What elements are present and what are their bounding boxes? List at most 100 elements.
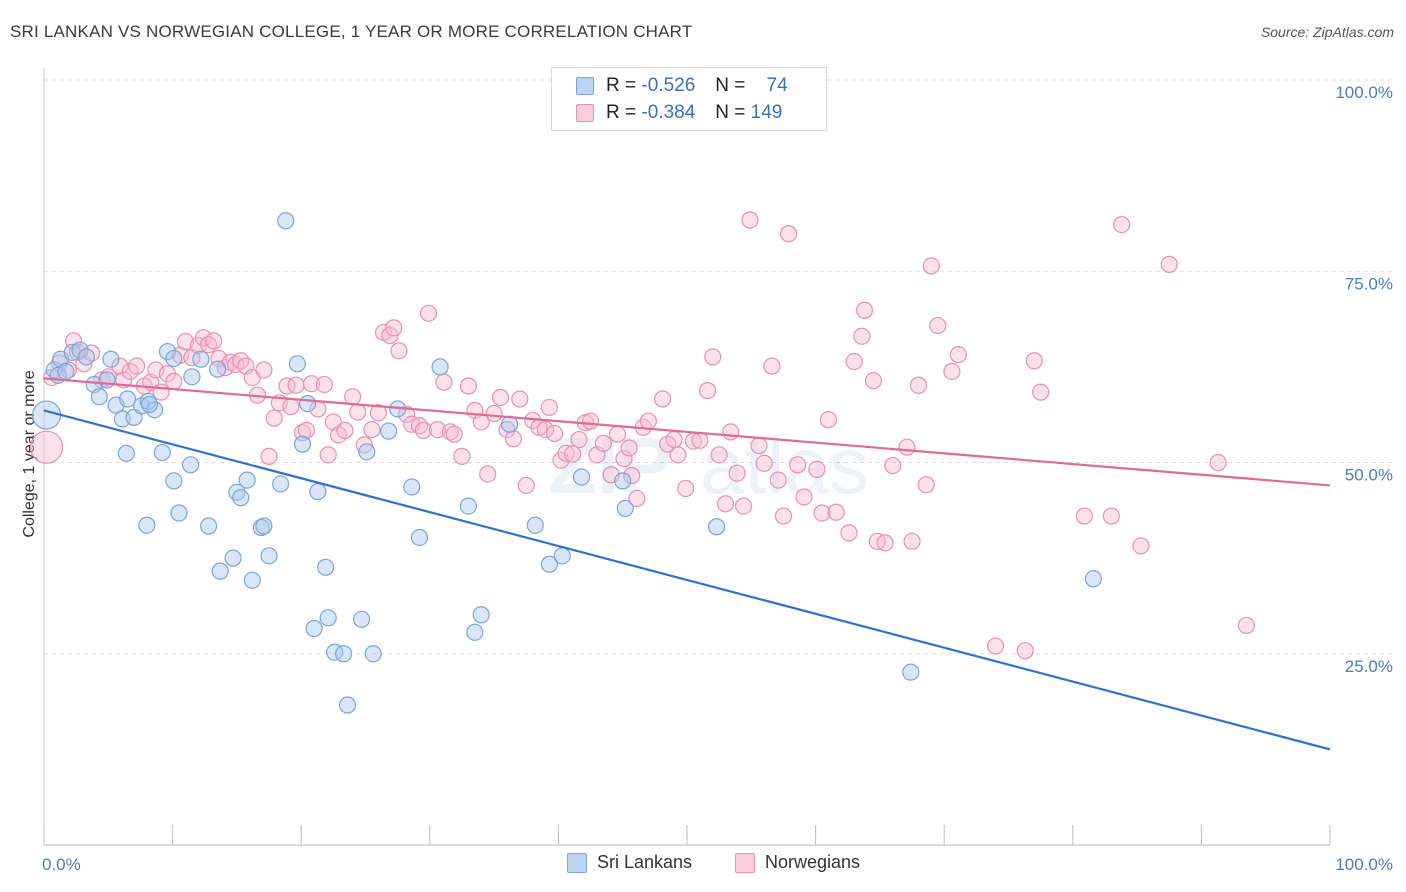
norwegian-point: [710, 446, 728, 464]
axes: [43, 68, 1331, 846]
norwegian-point: [479, 465, 497, 483]
norwegian-point: [336, 421, 354, 439]
norwegian-point: [302, 375, 321, 393]
y-tick-label: 50.0%: [1345, 466, 1393, 485]
sri-lankan-point: [102, 350, 120, 368]
legend-row-norwegians: R = -0.384 N = 149: [576, 101, 782, 125]
norwegian-point: [504, 430, 522, 448]
grid-lines: [44, 79, 1392, 655]
legend-row-sri-lankans: R = -0.526 N = 74: [576, 74, 788, 98]
sri-lankan-point: [238, 471, 256, 489]
norwegian-point: [485, 404, 503, 423]
sri-lankan-point: [77, 348, 96, 366]
norwegian-point: [922, 257, 940, 275]
sri-lankan-point: [614, 472, 632, 490]
norwegian-point: [628, 489, 646, 508]
norwegian-point: [545, 424, 564, 443]
x-tick-label: 100.0%: [1335, 855, 1393, 874]
x-tick-label: 0.0%: [42, 855, 81, 874]
sri-lankan-point: [1084, 570, 1102, 588]
sri-lankan-point: [243, 571, 261, 589]
sri-lankan-point: [299, 394, 317, 413]
blue-swatch-icon: [567, 852, 587, 873]
norwegian-point: [769, 471, 787, 489]
norwegian-point: [581, 412, 600, 430]
trend-lines: [43, 377, 1331, 751]
norwegian-point: [845, 352, 863, 371]
sri-lankan-point: [255, 517, 273, 535]
sri-lankan-point: [232, 489, 250, 507]
norwegian-point: [287, 376, 305, 394]
norwegian-point: [1209, 453, 1227, 472]
norwegian-point: [698, 381, 717, 400]
norwegian-point: [265, 409, 283, 427]
norwegian-point: [319, 446, 337, 464]
norwegian-point: [943, 362, 961, 381]
norwegian-point: [414, 421, 432, 439]
norwegian-point: [750, 437, 768, 455]
norwegian-point: [774, 507, 793, 525]
norwegian-point: [884, 456, 902, 475]
norwegian-point: [459, 377, 477, 395]
legend-item-sri-lankans[interactable]: Sri Lankans: [567, 852, 692, 873]
sri-lankan-point: [305, 619, 323, 638]
norwegian-point: [987, 637, 1005, 655]
sri-lankan-point: [319, 609, 337, 627]
pink-swatch-icon: [576, 104, 594, 122]
sri-lankan-point: [170, 504, 188, 522]
norwegian-point: [1102, 507, 1120, 525]
tick-labels: 25.0% 50.0% 75.0% 100.0% 0.0% 100.0%: [42, 83, 1393, 874]
norwegian-point: [282, 398, 300, 416]
norwegian-point: [1160, 255, 1178, 273]
sri-lankan-point: [902, 663, 920, 681]
norwegian-point: [29, 430, 64, 464]
sri-lankan-point: [472, 606, 490, 624]
sri-lankan-point: [309, 482, 327, 501]
norwegian-point: [763, 357, 781, 375]
n-value: 149: [750, 102, 783, 123]
sri-lankan-point: [364, 645, 382, 663]
norwegian-point: [511, 390, 529, 408]
norwegian-point: [540, 398, 558, 417]
sri-lankan-point: [293, 435, 312, 453]
norwegian-point: [536, 421, 555, 439]
sri-lankan-point: [358, 443, 376, 461]
sri-lankan-point: [572, 468, 591, 486]
norwegian-point: [344, 388, 362, 406]
norwegian-point: [653, 390, 672, 408]
y-tick-label: 100.0%: [1335, 83, 1393, 102]
norwegian-point: [260, 447, 278, 465]
sri-lankan-point: [165, 349, 183, 368]
norwegian-point: [840, 524, 858, 542]
norwegian-point: [716, 495, 735, 513]
sri-lankan-point: [118, 390, 137, 408]
norwegian-point: [808, 460, 826, 478]
norwegian-point: [255, 361, 273, 379]
norwegian-point: [677, 479, 695, 498]
n-label: N =: [715, 102, 746, 123]
norwegian-point: [297, 421, 315, 439]
legend-item-norwegians[interactable]: Norwegians: [735, 852, 860, 873]
sri-lankan-point: [200, 517, 218, 535]
norwegian-point: [917, 476, 935, 494]
norwegian-point: [1016, 642, 1034, 660]
sri-lankan-point: [317, 558, 335, 576]
norwegian-point: [385, 319, 403, 337]
r-label: R =: [606, 102, 637, 123]
norwegian-point: [669, 446, 687, 464]
sri-lankan-point: [277, 212, 295, 230]
norwegian-point: [205, 332, 223, 350]
y-tick-label: 25.0%: [1345, 657, 1393, 676]
norwegian-point: [517, 476, 535, 495]
norwegian-point: [363, 421, 381, 439]
r-value: -0.384: [641, 102, 696, 123]
sri-lankan-point: [192, 350, 210, 368]
norwegian-point: [898, 438, 916, 456]
sri-lankan-point: [272, 475, 290, 493]
trend-line-norwegians: [43, 377, 1331, 487]
sri-lankan-point: [211, 562, 229, 580]
norwegian-point: [165, 372, 183, 391]
sri-lankan-point: [209, 360, 227, 378]
sri-lankan-point: [31, 400, 62, 430]
